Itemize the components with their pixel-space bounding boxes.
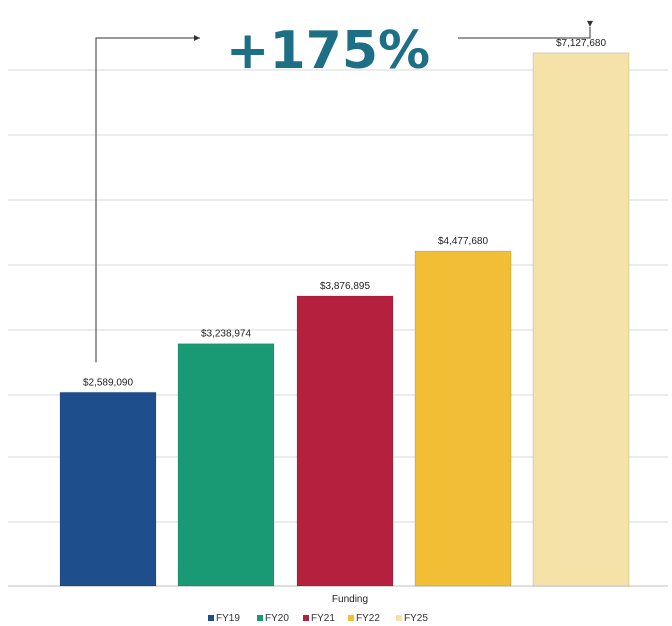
legend-label-fy21: FY21: [311, 613, 335, 624]
bar-fy19: [59, 391, 157, 587]
legend-label-fy19: FY19: [216, 613, 240, 624]
value-labels: $2,589,090 $3,238,974 $3,876,895 $4,477,680…: [83, 38, 606, 389]
legend-swatch-fy25: [396, 615, 402, 621]
legend-label-fy20: FY20: [265, 613, 289, 624]
bar-fy20: [177, 343, 275, 587]
arrow-head-down: [587, 20, 593, 27]
legend: FY19 FY20 FY21 FY22 FY25: [208, 613, 428, 624]
legend-swatch-fy20: [257, 615, 263, 621]
legend-label-fy25: FY25: [404, 613, 428, 624]
value-label-fy22: $4,477,680: [438, 236, 488, 247]
value-label-fy19: $2,589,090: [83, 377, 133, 388]
bar-fy22: [414, 250, 512, 587]
value-label-fy20: $3,238,974: [201, 329, 251, 340]
bar-fy25: [532, 52, 630, 587]
legend-swatch-fy22: [348, 615, 354, 621]
growth-headline: +175%: [226, 21, 430, 81]
arrow-right-segment: [458, 26, 591, 39]
x-axis-label: Funding: [332, 594, 368, 605]
arrow-left-segment: [95, 37, 200, 363]
bars: [59, 52, 630, 587]
legend-swatch-fy21: [303, 615, 309, 621]
bar-fy21: [296, 295, 394, 587]
value-label-fy21: $3,876,895: [320, 281, 370, 292]
growth-arrow: [95, 20, 593, 363]
legend-label-fy22: FY22: [356, 613, 380, 624]
legend-swatch-fy19: [208, 615, 214, 621]
value-label-fy25: $7,127,680: [556, 38, 606, 49]
arrow-head-right: [194, 35, 200, 41]
